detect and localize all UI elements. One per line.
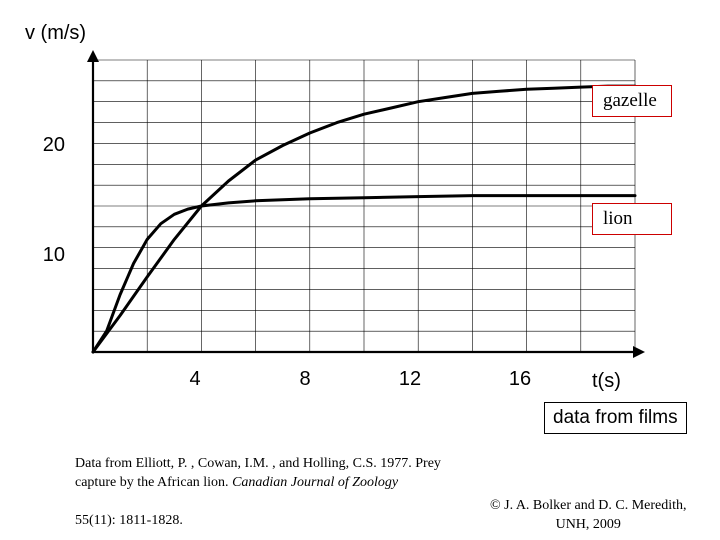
citation-line2a: capture by the African lion. [75,475,232,490]
citation-line1: Data from Elliott, P. , Cowan, I.M. , an… [75,456,441,471]
copyright-text: © J. A. Bolker and D. C. Meredith, UNH, … [490,497,687,535]
x-tick-16: 16 [500,368,540,391]
citation-line3: 55(11): 1811-1828. [75,513,183,528]
x-tick-8: 8 [285,368,325,391]
copyright-line1: © J. A. Bolker and D. C. Meredith, [490,498,687,513]
data-source-note: data from films [544,402,687,434]
x-tick-4: 4 [175,368,215,391]
x-axis-label: t(s) [592,370,621,393]
copyright-line2: UNH, 2009 [556,517,621,532]
legend-gazelle: gazelle [592,85,672,117]
chart-plot-area [85,50,645,360]
citation-text: Data from Elliott, P. , Cowan, I.M. , an… [75,455,441,531]
chart-svg [85,50,645,360]
legend-lion: lion [592,203,672,235]
x-tick-12: 12 [390,368,430,391]
y-tick-10: 10 [25,244,65,267]
y-tick-20: 20 [25,134,65,157]
y-axis-label: v (m/s) [25,22,86,45]
citation-line2-italic: Canadian Journal of Zoology [232,475,398,490]
